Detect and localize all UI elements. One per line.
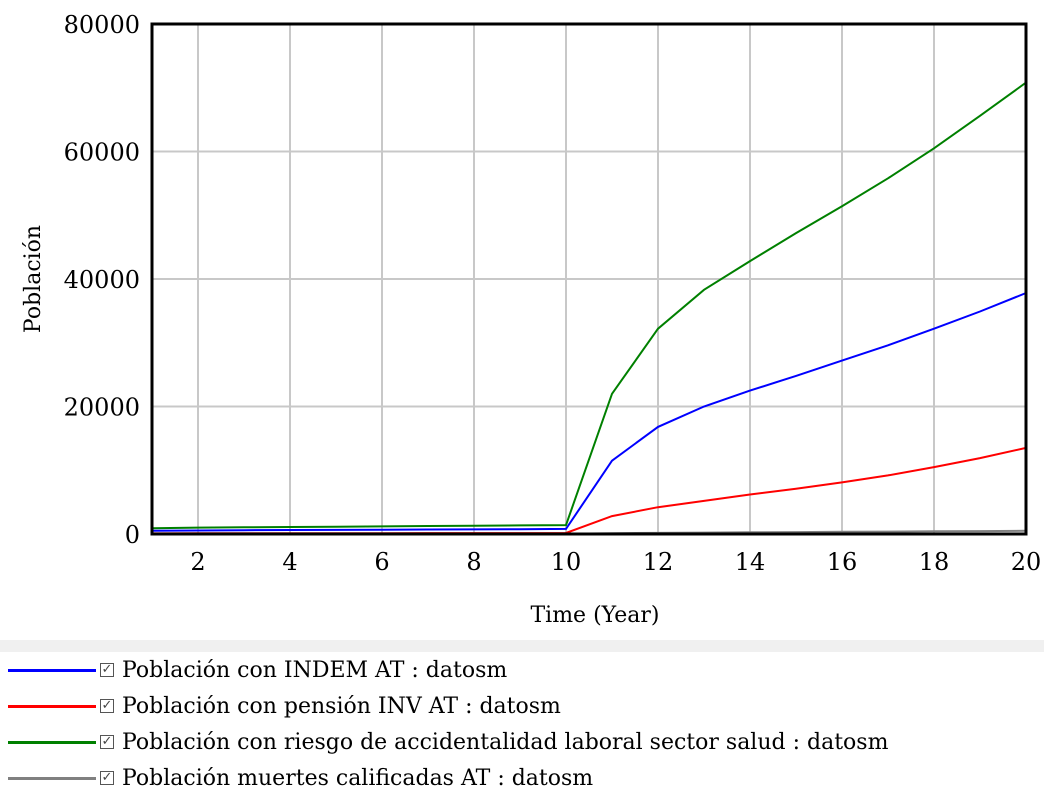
legend: ✓ Población con INDEM AT : datosm ✓ Pobl… <box>0 652 1044 796</box>
legend-separator <box>0 640 1044 652</box>
series-line-2 <box>151 81 1027 530</box>
series-line-0 <box>151 292 1027 532</box>
legend-line-swatch <box>8 704 96 708</box>
legend-label: Población con riesgo de accidentalidad l… <box>122 729 889 755</box>
y-tick-label: 40000 <box>64 266 140 294</box>
y-tick-label: 20000 <box>64 394 140 422</box>
checkbox-icon[interactable]: ✓ <box>100 734 114 749</box>
plot-frame <box>150 22 1028 536</box>
chart-svg: 2 4 6 8 10 12 14 16 18 20 0 20000 40000 60000 80000 Tim… <box>21 11 1042 628</box>
legend-item[interactable]: ✓ Población con pensión INV AT : datosm <box>0 688 1044 724</box>
legend-line-swatch <box>8 740 96 744</box>
y-tick-label: 80000 <box>64 11 140 39</box>
x-tick-label: 6 <box>374 548 389 576</box>
legend-item[interactable]: ✓ Población con INDEM AT : datosm <box>0 652 1044 688</box>
checkbox-icon[interactable]: ✓ <box>100 770 114 785</box>
checkbox-icon[interactable]: ✓ <box>100 698 114 713</box>
checkbox-icon[interactable]: ✓ <box>100 662 114 677</box>
x-tick-label: 10 <box>551 548 582 576</box>
legend-item[interactable]: ✓ Población muertes calificadas AT : dat… <box>0 760 1044 796</box>
legend-line-swatch <box>8 668 96 672</box>
x-tick-label: 12 <box>643 548 674 576</box>
x-tick-label: 2 <box>190 548 205 576</box>
y-axis-label: Población <box>21 225 46 333</box>
x-tick-label: 4 <box>282 548 297 576</box>
x-axis-label: Time (Year) <box>530 603 659 628</box>
x-tick-label: 16 <box>827 548 858 576</box>
x-tick-label: 14 <box>735 548 766 576</box>
x-tick-label: 20 <box>1011 548 1042 576</box>
x-tick-label: 18 <box>919 548 950 576</box>
legend-item[interactable]: ✓ Población con riesgo de accidentalidad… <box>0 724 1044 760</box>
y-tick-label: 0 <box>125 521 140 549</box>
legend-label: Población con pensión INV AT : datosm <box>122 693 561 719</box>
chart: 2 4 6 8 10 12 14 16 18 20 0 20000 40000 60000 80000 Tim… <box>21 11 1042 628</box>
y-tick-label: 60000 <box>64 139 140 167</box>
legend-label: Población con INDEM AT : datosm <box>122 657 508 683</box>
legend-label: Población muertes calificadas AT : datos… <box>122 765 594 791</box>
legend-line-swatch <box>8 776 96 780</box>
x-tick-label: 8 <box>466 548 481 576</box>
